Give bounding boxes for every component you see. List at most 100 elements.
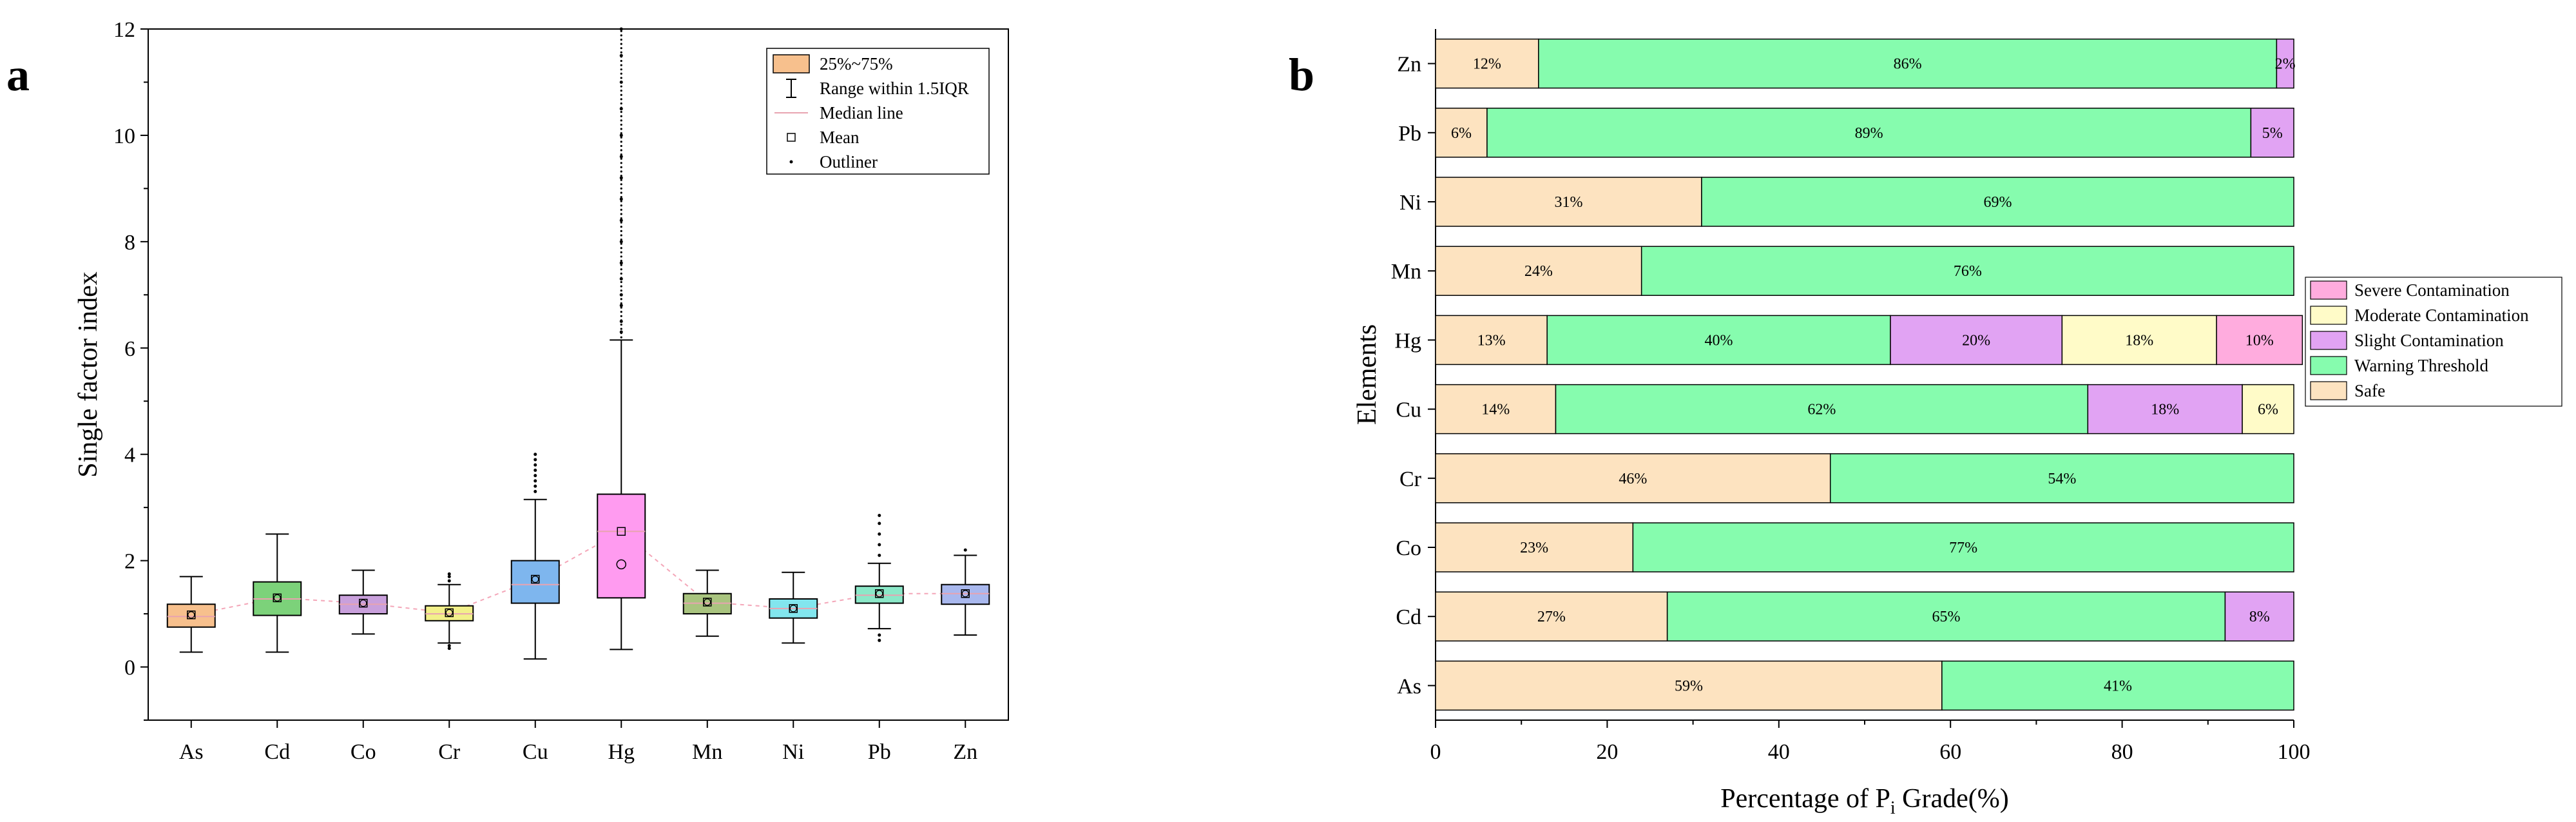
outlier-point <box>620 226 622 228</box>
outlier-point <box>620 264 622 266</box>
outlier-point <box>620 68 622 71</box>
bar-segment <box>1435 315 1548 366</box>
mean-marker <box>187 610 196 620</box>
outlier-point <box>620 144 622 148</box>
mean-circle <box>273 594 281 602</box>
box-pb <box>854 514 904 642</box>
bar-segment <box>2250 108 2294 158</box>
x-tick-label: Co <box>351 740 376 764</box>
outlier-point <box>620 141 622 143</box>
outlier-point <box>619 219 623 222</box>
outlier-point <box>620 115 622 117</box>
outlier-point <box>447 572 451 576</box>
box-plot-panel: 0 2 4 6 8 10 12 Single factor index As Cd Co Cr Cu Hg… <box>73 18 1009 764</box>
bar-segment <box>1890 315 2063 366</box>
x-tick-label: 0 <box>1430 740 1441 764</box>
bar-segment <box>2242 384 2294 435</box>
outlier-point <box>447 644 451 648</box>
outlier-point <box>620 204 622 207</box>
outlier-point <box>620 289 622 292</box>
outlier-point <box>620 90 622 92</box>
outlier-point <box>620 251 622 253</box>
outlier-point <box>620 183 622 186</box>
segment-label: 10% <box>2245 332 2274 349</box>
outlier-point <box>620 234 622 237</box>
outlier-point <box>620 98 622 101</box>
x-tick-label: Cd <box>264 740 290 764</box>
y-tick-label: 12 <box>113 18 135 42</box>
y-tick-label: Pb <box>1398 122 1421 146</box>
legend-entry: Mean <box>820 128 860 147</box>
outlier-point <box>620 47 622 50</box>
outlier-point <box>620 315 622 317</box>
outlier-point <box>620 323 622 326</box>
segment-label: 8% <box>2249 609 2270 625</box>
bar-segment <box>1435 177 1702 227</box>
outlier-point <box>620 51 622 54</box>
y-tick-label: 2 <box>124 550 135 574</box>
panel-a-letter: a <box>6 49 30 101</box>
mean-marker <box>961 589 970 598</box>
x-axis-title-main: Percentage of P <box>1720 784 1890 814</box>
y-tick-label: 6 <box>124 337 135 361</box>
segment-label: 76% <box>1954 263 1982 280</box>
legend-frame <box>2305 277 2562 407</box>
bar-segment <box>2276 38 2294 89</box>
outlier-point <box>620 217 622 220</box>
outlier-point <box>620 119 622 122</box>
outlier-point <box>620 59 622 63</box>
outlier-point <box>447 579 451 583</box>
x-tick-label: Cu <box>523 740 548 764</box>
outlier-point <box>620 319 622 322</box>
outlier-point <box>620 38 622 41</box>
bar-segment <box>1538 38 2278 89</box>
segment-label: 24% <box>1524 263 1553 280</box>
bar-ni: 31% 69% <box>1435 177 2294 227</box>
outlier-point <box>620 336 622 338</box>
x-axis-title: Percentage of Pi Grade(%) <box>1720 784 2008 818</box>
legend-swatch <box>2310 356 2347 375</box>
y-tick-label: Co <box>1396 536 1421 560</box>
bar-segment <box>1666 591 2226 641</box>
legend-b: Severe Contamination Moderate Contaminati… <box>2305 277 2562 407</box>
legend-swatch <box>2310 331 2347 350</box>
bar-segment <box>1435 246 1642 296</box>
bar-hg: 13% 40% 20% 18% 10% <box>1435 315 2303 366</box>
outlier-point <box>620 187 622 190</box>
legend-entry: Moderate Contamination <box>2354 306 2529 325</box>
segment-label: 65% <box>1932 609 1961 625</box>
outlier-point <box>620 170 622 173</box>
outlier-point <box>620 136 622 139</box>
plot-frame-a <box>148 28 1009 721</box>
stacked-bar-panel: 0 20 40 60 80 100 Percentage of Pi Grade(%) Ele… <box>1352 29 2562 818</box>
outlier-point <box>620 280 622 284</box>
mean-circle <box>360 599 367 607</box>
bar-segment <box>2061 315 2217 366</box>
mean-circle <box>704 598 711 606</box>
outlier-point <box>620 332 622 335</box>
box-hg <box>597 27 646 651</box>
box-cd <box>253 533 302 653</box>
outlier-point <box>619 155 623 159</box>
outlier-point <box>620 191 622 194</box>
segment-label: 13% <box>1477 332 1506 349</box>
bar-segment <box>1435 384 1557 435</box>
segment-label: 20% <box>1962 332 1990 349</box>
legend-swatch <box>2310 306 2347 325</box>
outlier-point <box>878 514 881 518</box>
outlier-point <box>620 106 622 109</box>
bar-segment <box>1435 660 1943 711</box>
outlier-point <box>620 128 622 130</box>
bar-segment <box>1640 246 2294 296</box>
outlier-point <box>619 133 623 137</box>
box-zn <box>941 548 990 636</box>
mean-circle <box>445 609 453 617</box>
x-tick-label: Cr <box>438 740 461 764</box>
outlier-point <box>620 123 622 126</box>
outlier-point <box>620 85 622 88</box>
legend-a: 25%~75% Range within 1.5IQR Median line Mea… <box>766 48 990 175</box>
outlier-point <box>619 176 623 180</box>
legend-entry: Severe Contamination <box>2354 280 2510 300</box>
segment-label: 18% <box>2125 332 2153 349</box>
